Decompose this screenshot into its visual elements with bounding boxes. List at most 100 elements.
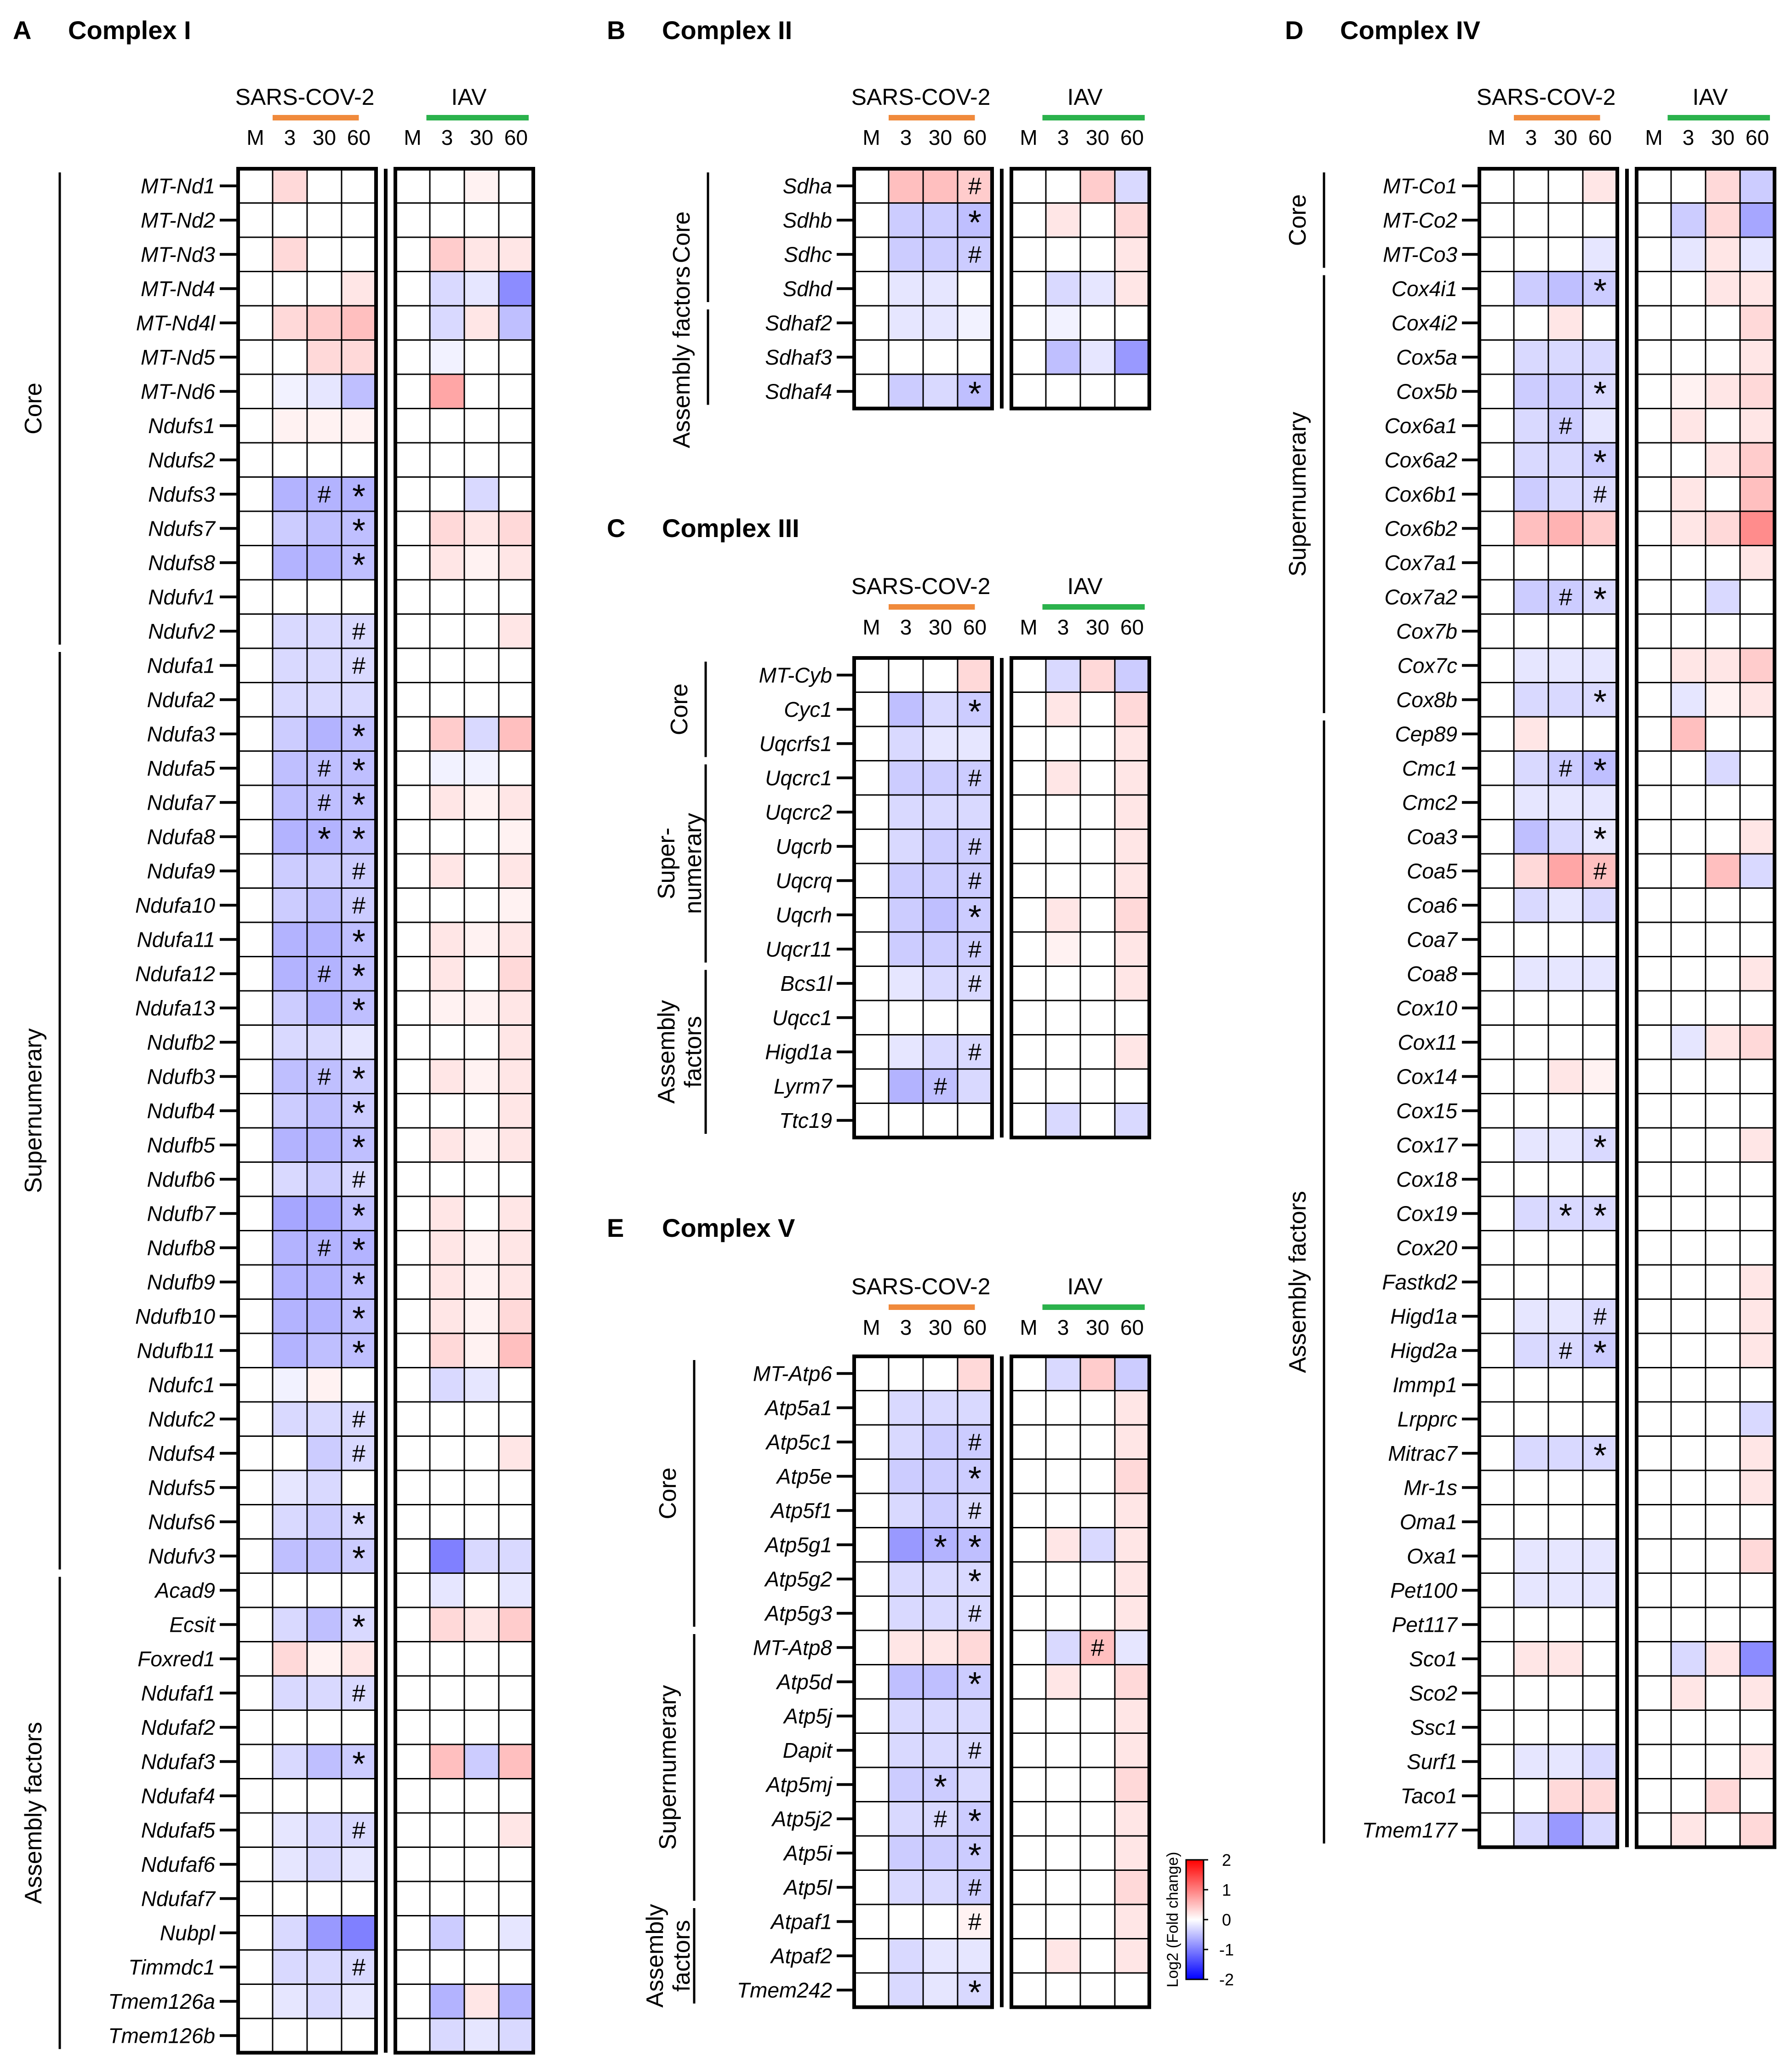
gene-label: Pet117	[1392, 1612, 1458, 1636]
heatmap-cell	[394, 373, 431, 409]
heatmap-cell	[1582, 1675, 1618, 1711]
heatmap-cell	[237, 921, 274, 957]
panel-title: Complex II	[662, 16, 792, 45]
heatmap-cell	[394, 1298, 431, 1334]
heatmap-cell	[922, 897, 959, 933]
heatmap-cell	[1079, 168, 1116, 204]
heatmap-cell	[272, 1641, 308, 1677]
heatmap-cell	[1478, 373, 1515, 409]
heatmap-cell	[1079, 1000, 1116, 1035]
heatmap-cell	[463, 1024, 500, 1060]
heatmap-cell	[1582, 1812, 1618, 1848]
heatmap-cell	[498, 236, 534, 272]
heatmap-cell	[1045, 1904, 1081, 1939]
heatmap-cell	[394, 921, 431, 957]
gene-label: Lrpprc	[1398, 1407, 1457, 1431]
heatmap-cell	[1010, 1561, 1047, 1597]
heatmap-cell	[888, 1390, 924, 1426]
heatmap-cell	[1705, 442, 1741, 478]
heatmap-cell	[394, 990, 431, 1026]
heatmap-cell	[1114, 373, 1150, 409]
gene-label: Cox4i2	[1392, 311, 1457, 335]
heatmap-cell	[1010, 305, 1047, 341]
heatmap-cell	[498, 339, 534, 375]
heatmap-cell	[463, 1230, 500, 1266]
column-label: M	[404, 126, 421, 149]
significance-star: *	[352, 1128, 365, 1166]
column-label: 30	[1086, 615, 1109, 639]
heatmap-cell	[498, 1606, 534, 1642]
heatmap-cell	[1010, 829, 1047, 864]
heatmap-cell	[888, 168, 924, 204]
heatmap-cell	[498, 408, 534, 444]
heatmap-cell	[1739, 1744, 1775, 1779]
heatmap-cell	[341, 1641, 377, 1677]
heatmap-cell	[237, 236, 274, 272]
heatmap-cell	[429, 1606, 465, 1642]
heatmap-cell	[1739, 545, 1775, 581]
heatmap-cell	[463, 819, 500, 855]
heatmap-cell	[463, 1949, 500, 1985]
heatmap-cell	[1079, 692, 1116, 727]
heatmap-cell	[429, 853, 465, 889]
heatmap-cell	[1513, 819, 1549, 855]
significance-hash: #	[1091, 1635, 1104, 1661]
heatmap-cell	[1739, 784, 1775, 820]
category-label: Supernumerary	[20, 1029, 47, 1193]
heatmap-cell	[1045, 1629, 1081, 1665]
heatmap-cell	[1636, 784, 1672, 820]
heatmap-cell	[1079, 1034, 1116, 1070]
heatmap-cell	[1670, 236, 1706, 272]
heatmap-cell	[429, 1984, 465, 2019]
heatmap-cell	[498, 1538, 534, 1574]
heatmap-cell	[1670, 1230, 1706, 1266]
heatmap-cell	[237, 1984, 274, 2019]
significance-star: *	[968, 692, 982, 731]
gene-label: Atp5i	[782, 1841, 833, 1865]
heatmap-cell	[498, 784, 534, 820]
heatmap-cell	[429, 613, 465, 649]
heatmap-cell	[1636, 545, 1672, 581]
heatmap-cell	[463, 1058, 500, 1094]
heatmap-cell	[1705, 613, 1741, 649]
heatmap-cell	[1582, 408, 1618, 444]
heatmap-cell	[237, 1709, 274, 1745]
heatmap-cell	[853, 1103, 890, 1138]
gene-label: MT-Nd4l	[136, 311, 216, 335]
gene-label: Ndufb5	[147, 1133, 216, 1157]
heatmap-cell	[306, 408, 342, 444]
heatmap-cell	[957, 726, 993, 761]
heatmap-cell	[498, 1093, 534, 1129]
heatmap-cell	[498, 168, 534, 204]
category-label-line: Core	[20, 383, 47, 434]
heatmap-cell	[1547, 784, 1584, 820]
heatmap-cell	[1045, 1766, 1081, 1802]
significance-star: *	[318, 820, 331, 858]
heatmap-cell	[394, 1469, 431, 1505]
gene-label: Cox18	[1396, 1167, 1457, 1191]
heatmap-cell	[888, 1664, 924, 1700]
heatmap-cell	[341, 2018, 377, 2053]
heatmap-cell	[1739, 1195, 1775, 1231]
heatmap-cell	[237, 1538, 274, 1574]
panel-letter: B	[607, 16, 625, 45]
heatmap-cell	[1079, 657, 1116, 693]
heatmap-cell	[394, 510, 431, 546]
heatmap-cell	[1739, 1024, 1775, 1060]
significance-star: *	[352, 717, 365, 755]
heatmap-cell	[1547, 1572, 1584, 1608]
heatmap-cell	[1079, 931, 1116, 967]
heatmap-cell	[853, 966, 890, 1001]
heatmap-cell	[1114, 1629, 1150, 1665]
gene-label: Ndufv3	[148, 1544, 215, 1568]
heatmap-cell	[1670, 1401, 1706, 1437]
heatmap-cell	[237, 373, 274, 409]
heatmap-cell	[463, 168, 500, 204]
heatmap-cell	[237, 339, 274, 375]
heatmap-cell	[1547, 1675, 1584, 1711]
heatmap-cell	[1582, 1709, 1618, 1745]
heatmap-cell	[463, 579, 500, 615]
heatmap-cell	[1705, 853, 1741, 889]
heatmap-cell	[394, 236, 431, 272]
